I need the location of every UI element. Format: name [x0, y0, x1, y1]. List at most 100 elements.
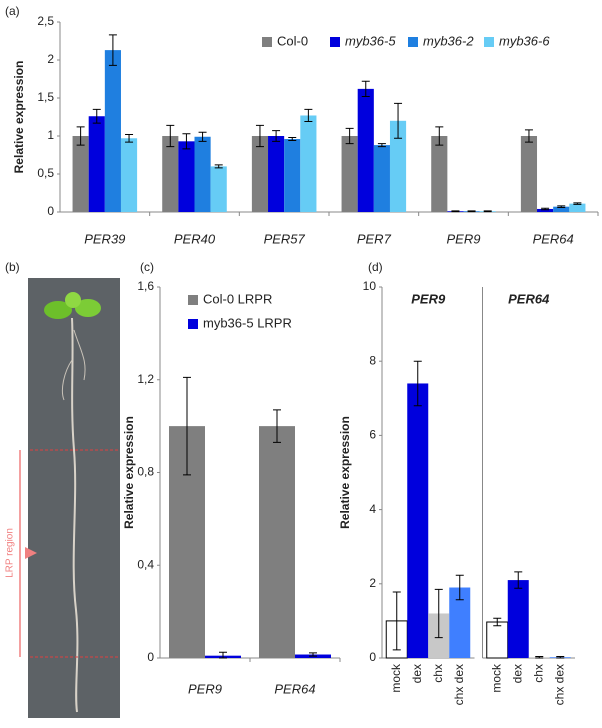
error-bar: [524, 129, 533, 143]
x-tick-label: mock: [489, 663, 503, 693]
group-title: PER9: [411, 291, 446, 306]
x-tick-label: PER64: [274, 681, 315, 696]
y-tick-label: 10: [363, 279, 377, 293]
legend-swatch: [484, 37, 494, 47]
bar: [537, 208, 554, 212]
error-bar: [434, 588, 443, 639]
legend-label: Col-0 LRPR: [203, 291, 272, 306]
bar: [407, 383, 429, 658]
panel-label: (c): [140, 260, 154, 274]
error-bar: [198, 131, 207, 142]
bar: [449, 587, 471, 658]
error-bar: [483, 210, 492, 213]
bar: [251, 136, 269, 212]
error-bar: [361, 80, 370, 97]
bar: [569, 203, 586, 212]
legend-swatch: [188, 319, 198, 329]
error-bar: [493, 617, 502, 627]
y-tick-label: 6: [369, 428, 376, 442]
panel-label: (b): [5, 260, 20, 274]
legend-label: myb36-6: [499, 33, 550, 48]
x-tick-label: PER40: [174, 231, 216, 246]
panel-label: (d): [368, 260, 383, 274]
x-tick-label: PER9: [188, 681, 222, 696]
region-arrow: [25, 547, 37, 559]
y-tick-label: 2: [47, 52, 54, 66]
y-tick-label: 8: [369, 353, 376, 367]
bar: [120, 138, 138, 212]
x-tick-label: PER57: [264, 231, 306, 246]
legend-label: myb36-5 LRPR: [203, 315, 292, 330]
error-bar: [535, 656, 544, 659]
error-bar: [573, 202, 582, 205]
error-bar: [182, 133, 191, 150]
x-tick-label: chx dex: [552, 664, 566, 705]
y-tick-label: 1,6: [137, 279, 154, 293]
legend-label: Col-0: [277, 33, 308, 48]
error-bar: [451, 210, 460, 213]
bar: [259, 426, 295, 658]
error-bar: [514, 571, 523, 589]
y-tick-label: 1: [47, 128, 54, 142]
bar: [88, 116, 105, 212]
error-bar: [166, 124, 175, 148]
legend-swatch: [262, 37, 272, 47]
legend-label: myb36-5: [345, 33, 396, 48]
y-tick-label: 0,4: [137, 557, 154, 571]
bar: [389, 120, 407, 212]
y-tick-label: 1,2: [137, 372, 154, 386]
error-bar: [467, 210, 476, 213]
x-tick-label: PER7: [357, 231, 392, 246]
error-bar: [304, 108, 313, 123]
error-bar: [125, 133, 134, 143]
bar: [507, 580, 529, 658]
error-bar: [92, 108, 101, 124]
error-bar: [455, 574, 464, 601]
bar: [194, 136, 211, 212]
error-bar: [413, 360, 422, 407]
error-bar: [435, 126, 444, 146]
bar: [72, 136, 89, 212]
root: [71, 317, 79, 713]
y-axis-label: Relative expression: [12, 61, 26, 174]
y-tick-label: 2: [369, 576, 376, 590]
error-bar: [108, 34, 117, 66]
x-tick-label: chx: [431, 664, 445, 683]
seedling-photo: LRP region: [5, 278, 120, 718]
error-bar: [557, 205, 566, 208]
legend-swatch: [408, 37, 418, 47]
y-tick-label: 1,5: [37, 90, 54, 104]
error-bar: [76, 126, 85, 146]
y-tick-label: 0: [369, 650, 376, 664]
panel-label: (a): [5, 4, 20, 18]
y-tick-label: 0,8: [137, 465, 154, 479]
bar: [268, 136, 285, 212]
error-bar: [556, 656, 565, 659]
error-bar: [377, 143, 386, 148]
legend-swatch: [188, 295, 198, 305]
lateral-root: [61, 329, 86, 401]
x-tick-label: mock: [389, 663, 403, 693]
error-bar: [541, 207, 550, 211]
x-tick-label: PER39: [84, 231, 125, 246]
legend-label: myb36-2: [423, 33, 474, 48]
bar: [104, 50, 121, 213]
x-tick-label: dex: [410, 664, 424, 683]
y-tick-label: 0,5: [37, 166, 54, 180]
error-bar: [288, 137, 297, 142]
bar: [284, 139, 301, 212]
error-bar: [214, 164, 223, 169]
x-tick-label: PER64: [533, 231, 574, 246]
y-axis-label: Relative expression: [338, 416, 352, 529]
group-title: PER64: [508, 291, 550, 306]
error-bar: [345, 127, 354, 145]
error-bar: [309, 652, 317, 657]
error-bar: [183, 376, 191, 476]
x-tick-label: PER9: [447, 231, 481, 246]
leaf: [44, 301, 72, 319]
leaf: [75, 299, 101, 317]
y-axis-label: Relative expression: [122, 416, 136, 529]
bar: [431, 136, 448, 212]
bar: [162, 136, 179, 212]
